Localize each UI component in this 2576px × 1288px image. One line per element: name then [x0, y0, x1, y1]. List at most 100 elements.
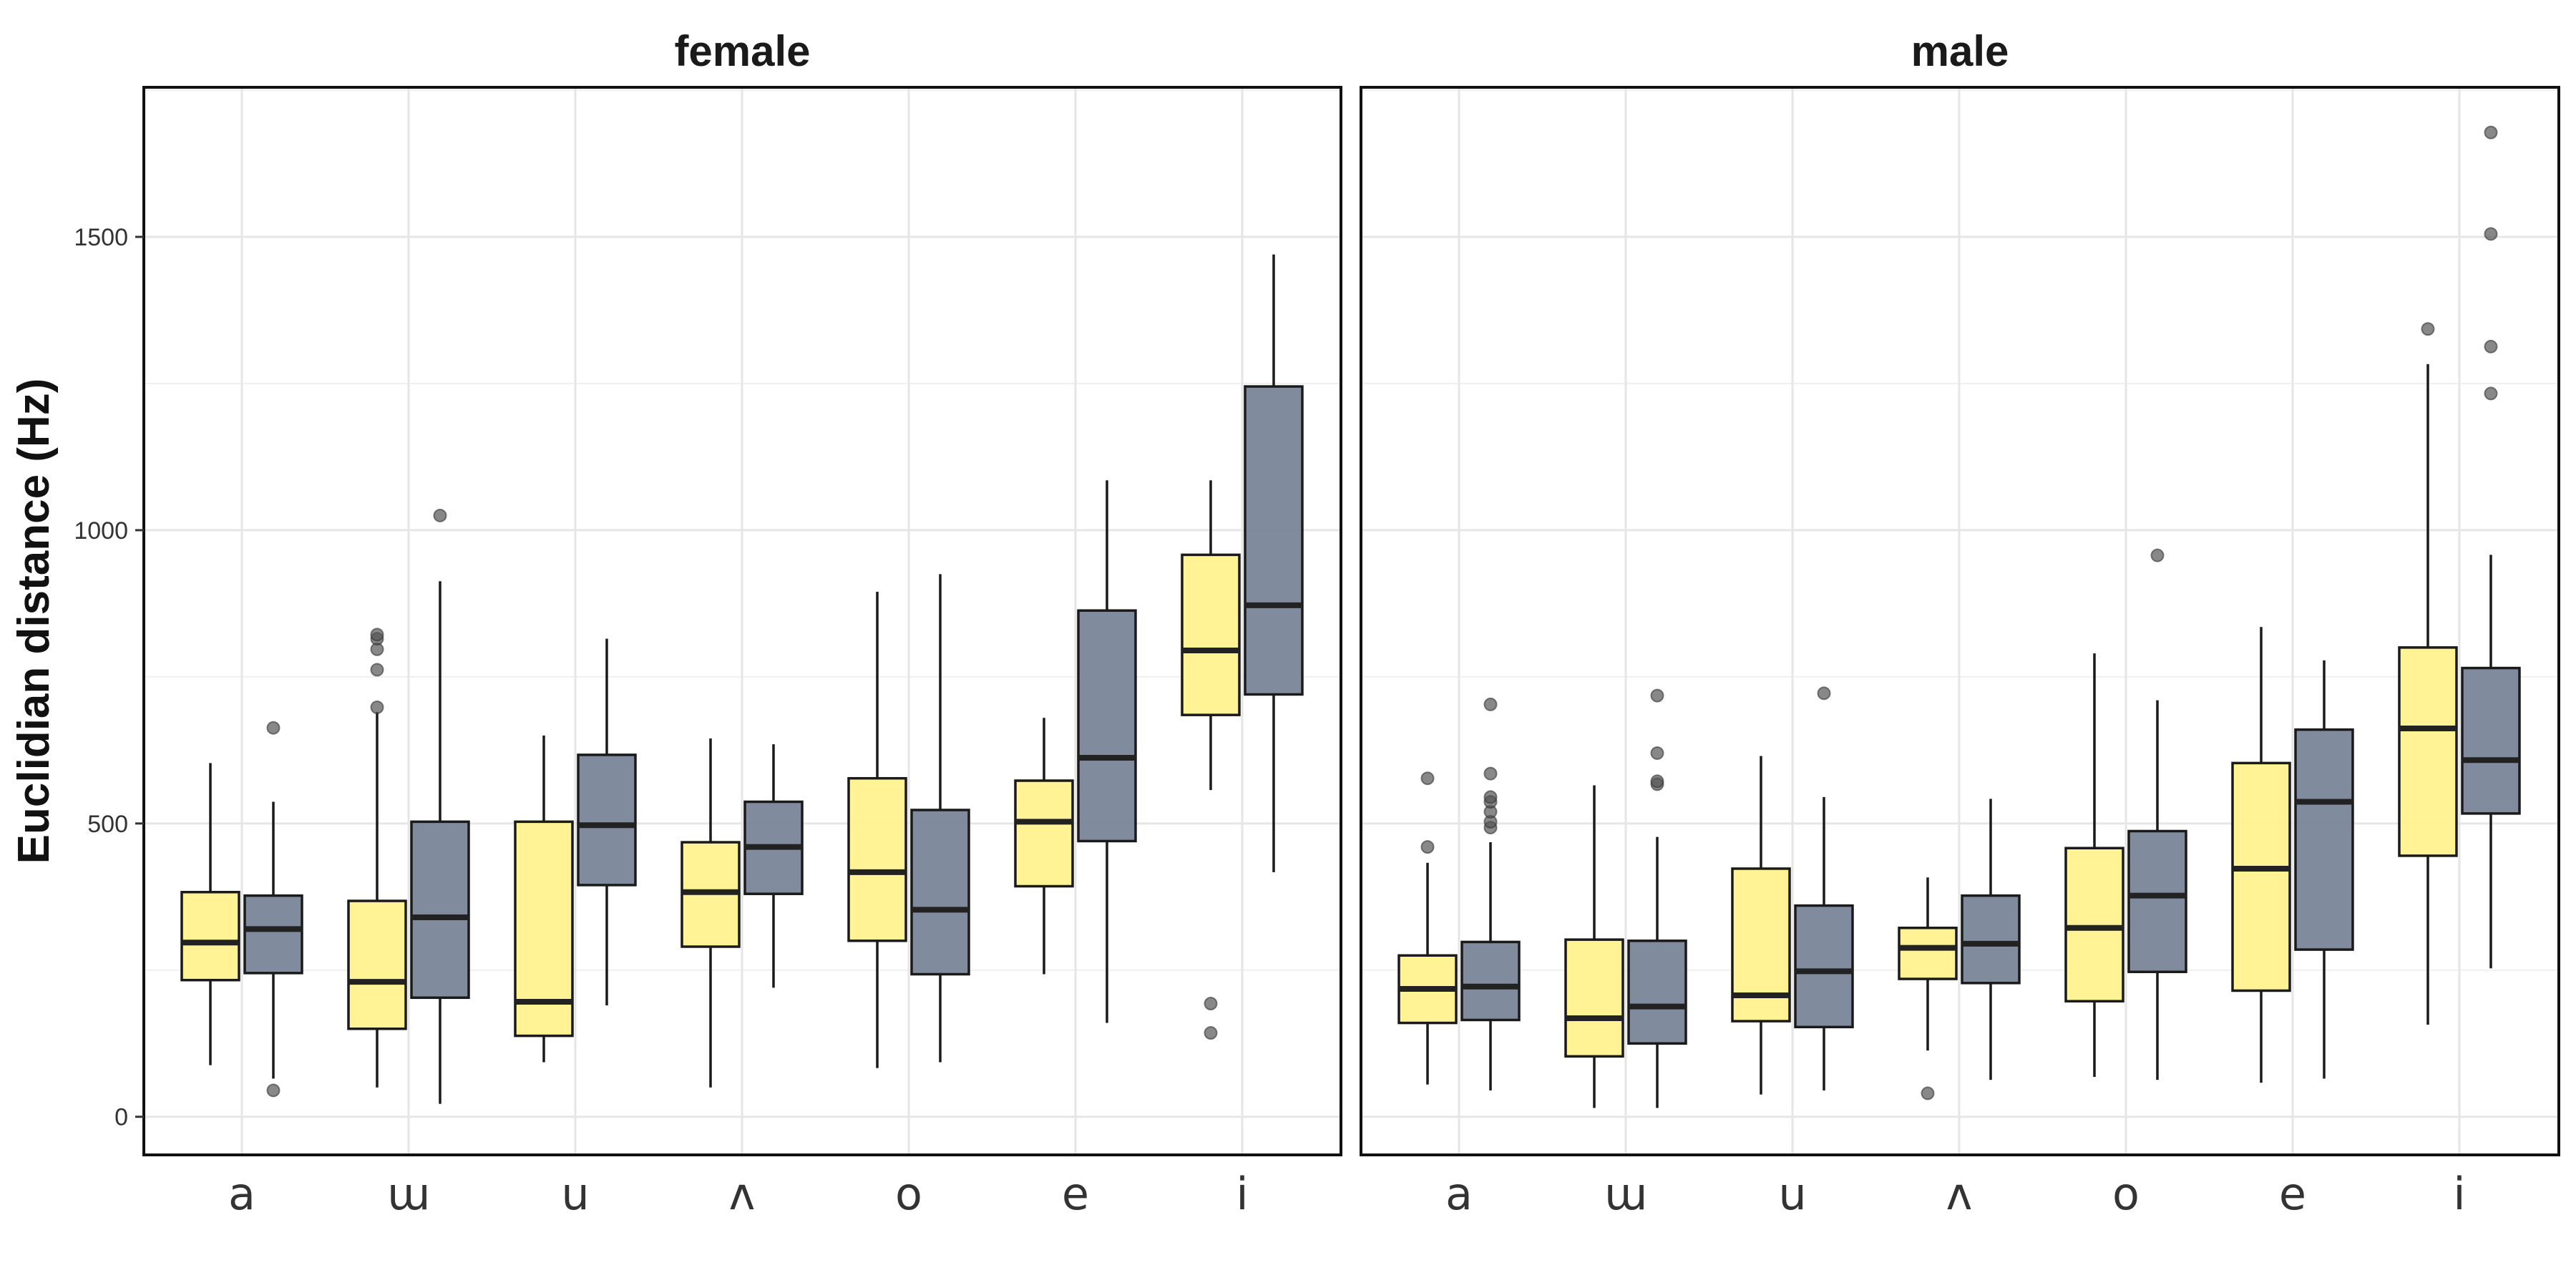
boxplot-male-i-2 [2461, 125, 2521, 969]
boxplot-female-e-1 [1014, 718, 1074, 975]
x-tick-label: o [895, 1168, 922, 1220]
outlier-point [433, 508, 447, 522]
box-iqr [2294, 728, 2354, 951]
boxplot-male-ʌ-2 [1961, 799, 2021, 1080]
x-tick-label: i [1236, 1168, 1248, 1220]
outlier-point [1817, 686, 1831, 701]
box-iqr [2231, 761, 2291, 992]
box-iqr [1794, 904, 1854, 1029]
boxplot-male-e-2 [2294, 660, 2354, 1079]
box-iqr [847, 776, 907, 942]
box-iqr [1961, 894, 2021, 985]
outlier-point [266, 1083, 280, 1098]
boxplot-female-i-1 [1181, 480, 1241, 1040]
outlier-point [1650, 774, 1664, 789]
x-tick-label: a [228, 1168, 255, 1220]
y-tick-label: 1500 [74, 224, 128, 251]
x-tick-label: ʌ [729, 1168, 756, 1220]
x-tick-label: ɯ [387, 1168, 430, 1220]
boxplot-female-u-2 [577, 638, 637, 1005]
box-iqr [910, 809, 970, 976]
x-tick-label: i [2453, 1168, 2465, 1220]
boxplot-female-a-1 [180, 763, 240, 1065]
box-iqr [1244, 385, 1304, 696]
box-iqr [1898, 926, 1958, 980]
boxplot-male-a-2 [1460, 697, 1521, 1091]
box-iqr [1077, 609, 1137, 843]
facet-title: male [1911, 27, 2009, 75]
box-iqr [180, 890, 240, 982]
boxplot-male-e-1 [2231, 627, 2291, 1083]
box-iqr [1181, 553, 1241, 716]
y-tick-label: 1000 [74, 517, 128, 545]
outlier-point [2484, 386, 2498, 401]
panel-male: male a ɯ u ʌ o e i [1360, 27, 2560, 1220]
boxplot-male-ʌ-1 [1898, 877, 1958, 1101]
boxplot-female-ʌ-1 [680, 738, 741, 1088]
x-tick-label: u [561, 1168, 589, 1220]
boxplot-female-ɯ-1 [347, 628, 407, 1088]
outlier-point [1650, 688, 1664, 703]
outlier-point [370, 663, 384, 677]
panel-border [1360, 86, 2560, 1156]
x-tick-label: o [2112, 1168, 2140, 1220]
box-iqr [2398, 646, 2458, 857]
outlier-point [1650, 746, 1664, 760]
outlier-point [2150, 548, 2165, 562]
boxplot-female-o-1 [847, 592, 907, 1068]
x-tick-label: e [2279, 1168, 2306, 1220]
outlier-point [1420, 840, 1435, 854]
boxplot-female-o-2 [910, 574, 970, 1063]
box-iqr [2064, 847, 2124, 1002]
boxplot-female-u-1 [514, 735, 574, 1063]
box-iqr [1564, 938, 1624, 1058]
box-iqr [347, 899, 407, 1030]
outlier-point [370, 701, 384, 715]
x-tick-label: ɯ [1604, 1168, 1647, 1220]
outlier-point [2421, 322, 2435, 336]
outlier-point [1483, 697, 1498, 711]
boxplot-male-i-1 [2398, 322, 2458, 1025]
x-tick-label: u [1778, 1168, 1806, 1220]
boxplot-female-ɯ-2 [410, 508, 470, 1104]
boxplot-male-o-2 [2127, 548, 2187, 1080]
box-iqr [243, 894, 303, 975]
facet-title: female [674, 27, 810, 75]
outlier-point [1420, 771, 1435, 786]
box-iqr [410, 820, 470, 1000]
box-iqr [1627, 940, 1687, 1045]
box-iqr [577, 753, 637, 887]
box-iqr [1460, 940, 1521, 1022]
outlier-point [1204, 996, 1218, 1010]
outlier-point [1921, 1086, 1935, 1101]
box-iqr [1731, 867, 1791, 1023]
box-iqr [2461, 666, 2521, 815]
boxplot-female-e-2 [1077, 480, 1137, 1023]
x-tick-label: a [1445, 1168, 1473, 1220]
outlier-point [1483, 790, 1498, 804]
boxplot-male-u-2 [1794, 686, 1854, 1091]
y-axis-label: Euclidian distance (Hz) [9, 379, 59, 864]
boxplot-male-ɯ-2 [1627, 688, 1687, 1108]
box-iqr [2127, 829, 2187, 973]
boxplot-female-a-2 [243, 721, 303, 1098]
x-tick-label: e [1062, 1168, 1089, 1220]
x-tick-label: ʌ [1946, 1168, 1973, 1220]
boxplot-female-i-2 [1244, 254, 1304, 872]
boxplot-male-a-1 [1397, 771, 1458, 1085]
boxplot-male-ɯ-1 [1564, 785, 1624, 1108]
boxplot-male-o-1 [2064, 653, 2124, 1077]
y-tick-label: 0 [114, 1104, 128, 1131]
outlier-point [1204, 1025, 1218, 1040]
y-tick-label: 500 [87, 811, 128, 838]
outlier-point [1483, 766, 1498, 781]
boxplot-male-u-1 [1731, 756, 1791, 1095]
box-iqr [1014, 779, 1074, 888]
outlier-point [2484, 339, 2498, 353]
panel-female: female a ɯ u ʌ o e i 0 500 1000 1500 [74, 27, 1342, 1220]
outlier-point [2484, 125, 2498, 140]
outlier-point [2484, 227, 2498, 241]
panel-border [142, 86, 1342, 1156]
outlier-point [370, 628, 384, 642]
